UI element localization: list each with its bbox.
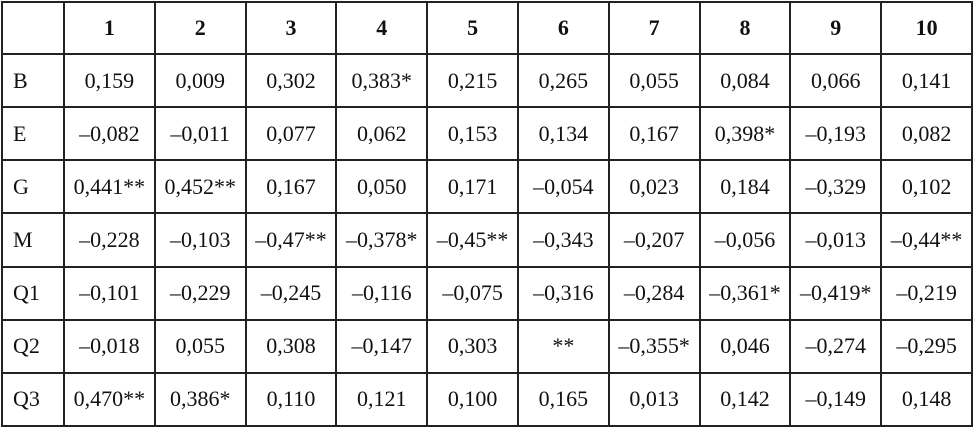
table-cell: 0,102 [880,159,973,215]
row-label: E [1,106,65,162]
row-label: M [1,212,65,268]
column-header: 8 [698,1,792,55]
table-cell: 0,308 [244,318,338,374]
row-label: G [1,159,65,215]
table-row: G 0,441** 0,452** 0,167 0,050 0,171 –0,054 0,02… [1,159,973,215]
table-cell: –0,116 [335,265,429,321]
column-header: 7 [607,1,701,55]
table-cell: –0,343 [516,212,610,268]
table-cell: –0,193 [789,106,883,162]
table-cell: 0,167 [244,159,338,215]
table-cell: 0,110 [244,371,338,428]
table-cell: –0,147 [335,318,429,374]
table-cell: –0,329 [789,159,883,215]
table-cell: 0,159 [63,52,156,109]
table-cell: 0,441** [63,159,156,215]
table-cell: 0,100 [426,371,519,428]
table-row: E –0,082 –0,011 0,077 0,062 0,153 0,134 0,167 0,… [1,106,973,162]
column-header: 6 [516,1,610,55]
table-cell: 0,215 [426,52,519,109]
table-cell: –0,47** [244,212,338,268]
table-cell: 0,066 [789,52,883,109]
row-label: Q2 [1,318,65,374]
table-cell: –0,082 [63,106,156,162]
table-cell: 0,009 [153,52,247,109]
table-cell: –0,228 [63,212,156,268]
table-cell: 0,142 [698,371,792,428]
row-label: Q1 [1,265,65,321]
table-cell: 0,171 [426,159,519,215]
table-row: Q3 0,470** 0,386* 0,110 0,121 0,100 0,165 0,013… [1,371,973,428]
column-header: 9 [789,1,883,55]
table-cell: 0,302 [244,52,338,109]
table-cell: –0,295 [880,318,973,374]
table-cell: 0,184 [698,159,792,215]
table-cell: 0,134 [516,106,610,162]
table-cell: –0,355* [607,318,701,374]
table-cell: 0,303 [426,318,519,374]
table-cell: –0,018 [63,318,156,374]
table-row: Q2 –0,018 0,055 0,308 –0,147 0,303 ** –0,355* 0,… [1,318,973,374]
column-header: 5 [426,1,519,55]
table-row: M –0,228 –0,103 –0,47** –0,378* –0,45** –0,343… [1,212,973,268]
table-row: Q1 –0,101 –0,229 –0,245 –0,116 –0,075 –0,316 –0… [1,265,973,321]
table-cell: 0,055 [607,52,701,109]
table-cell: –0,316 [516,265,610,321]
table-cell: 0,084 [698,52,792,109]
table-cell: –0,013 [789,212,883,268]
table-cell: –0,378* [335,212,429,268]
corner-cell [1,1,65,55]
table-cell: 0,055 [153,318,247,374]
column-header: 2 [153,1,247,55]
table-cell: 0,452** [153,159,247,215]
table-cell: ** [516,318,610,374]
table-cell: –0,056 [698,212,792,268]
table-cell: –0,103 [153,212,247,268]
table-cell: 0,148 [880,371,973,428]
table-row: B 0,159 0,009 0,302 0,383* 0,215 0,265 0,055 0,0… [1,52,973,109]
row-label: Q3 [1,371,65,428]
table-cell: –0,207 [607,212,701,268]
column-header: 3 [244,1,338,55]
table-cell: 0,050 [335,159,429,215]
table-cell: 0,077 [244,106,338,162]
table-cell: 0,141 [880,52,973,109]
table-cell: 0,265 [516,52,610,109]
table-cell: 0,167 [607,106,701,162]
column-header: 1 [63,1,156,55]
table-cell: 0,383* [335,52,429,109]
table-cell: 0,082 [880,106,973,162]
table-cell: 0,046 [698,318,792,374]
column-header: 10 [880,1,973,55]
table-cell: –0,101 [63,265,156,321]
table-cell: –0,274 [789,318,883,374]
table-cell: –0,229 [153,265,247,321]
table-cell: 0,013 [607,371,701,428]
table-cell: –0,075 [426,265,519,321]
table-cell: –0,44** [880,212,973,268]
table-cell: –0,284 [607,265,701,321]
table-cell: 0,062 [335,106,429,162]
row-label: B [1,52,65,109]
table-cell: 0,121 [335,371,429,428]
table-cell: –0,419* [789,265,883,321]
table-cell: 0,398* [698,106,792,162]
table-cell: –0,054 [516,159,610,215]
table-cell: –0,245 [244,265,338,321]
table-cell: –0,361* [698,265,792,321]
table-cell: –0,219 [880,265,973,321]
header-row: 1 2 3 4 5 6 7 8 9 10 [1,1,973,55]
table-cell: 0,386* [153,371,247,428]
column-header: 4 [335,1,429,55]
table-cell: 0,153 [426,106,519,162]
table-cell: –0,149 [789,371,883,428]
table-cell: –0,45** [426,212,519,268]
table-cell: –0,011 [153,106,247,162]
table-cell: 0,470** [63,371,156,428]
table-cell: 0,023 [607,159,701,215]
table-cell: 0,165 [516,371,610,428]
